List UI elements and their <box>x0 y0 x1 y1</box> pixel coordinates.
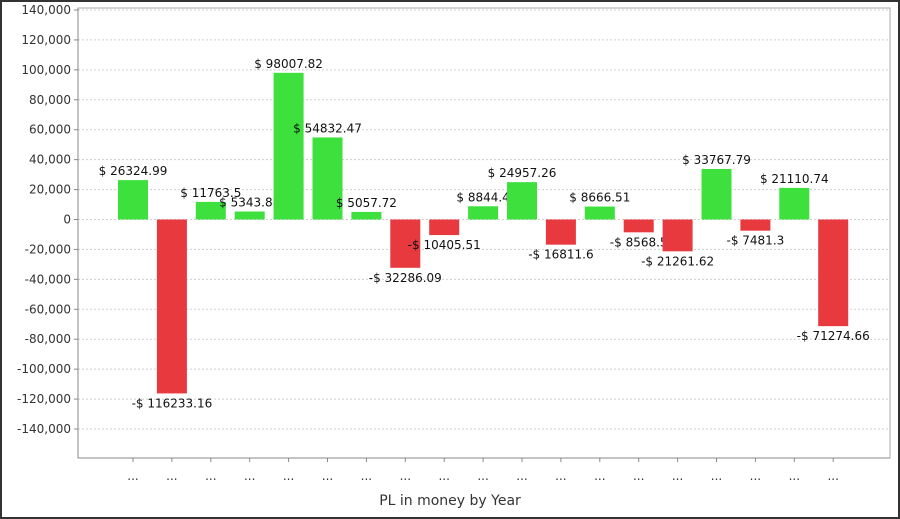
bar <box>584 206 615 220</box>
bar <box>545 219 576 245</box>
y-tick-label: 120,000 <box>21 33 71 47</box>
data-label: $ 5057.72 <box>336 196 397 210</box>
data-label: $ 8666.51 <box>569 191 630 205</box>
bar <box>312 137 343 220</box>
y-tick-label: 100,000 <box>21 63 71 77</box>
data-label: -$ 16811.6 <box>528 248 593 262</box>
x-tick-label: ... <box>555 469 566 483</box>
data-label: $ 98007.82 <box>254 57 323 71</box>
data-label: $ 21110.74 <box>760 172 829 186</box>
data-label: $ 26324.99 <box>99 164 168 178</box>
data-label: -$ 10405.51 <box>408 238 481 252</box>
x-tick-label: ... <box>633 469 644 483</box>
x-tick-label: ... <box>750 469 761 483</box>
bar <box>662 219 693 252</box>
x-tick-label: ... <box>166 469 177 483</box>
data-label: -$ 116233.16 <box>132 396 213 410</box>
x-tick-label: ... <box>205 469 216 483</box>
y-tick-label: -80,000 <box>25 332 71 346</box>
bar <box>740 219 771 231</box>
data-label: -$ 71274.66 <box>797 329 870 343</box>
bar <box>195 201 226 220</box>
y-tick-label: -40,000 <box>25 272 71 286</box>
y-tick-label: -100,000 <box>17 362 71 376</box>
y-tick-label: -60,000 <box>25 302 71 316</box>
y-tick-label: 20,000 <box>29 183 71 197</box>
x-tick-label: ... <box>283 469 294 483</box>
bar <box>429 219 460 236</box>
bar <box>701 168 732 220</box>
bar <box>351 211 382 220</box>
data-label: $ 33767.79 <box>682 153 751 167</box>
x-tick-label: ... <box>594 469 605 483</box>
bar <box>818 219 849 327</box>
y-tick-label: -20,000 <box>25 242 71 256</box>
data-label: -$ 8568.5 <box>610 235 668 249</box>
x-tick-label: ... <box>477 469 488 483</box>
x-tick-label: ... <box>438 469 449 483</box>
data-label: $ 24957.26 <box>488 166 557 180</box>
bar <box>623 219 654 233</box>
x-tick-label: ... <box>400 469 411 483</box>
x-tick-label: ... <box>322 469 333 483</box>
bar <box>390 219 421 268</box>
bar <box>156 219 187 394</box>
y-tick-label: 140,000 <box>21 3 71 17</box>
bar <box>779 187 810 220</box>
y-tick-label: -120,000 <box>17 392 71 406</box>
x-tick-label: ... <box>244 469 255 483</box>
x-tick-label: ... <box>827 469 838 483</box>
bar <box>273 72 304 220</box>
data-label: -$ 7481.3 <box>727 234 785 248</box>
data-label: -$ 21261.62 <box>641 254 714 268</box>
x-tick-label: ... <box>672 469 683 483</box>
x-tick-label: ... <box>516 469 527 483</box>
bar <box>468 206 499 220</box>
bar <box>507 182 537 220</box>
data-label: $ 54832.47 <box>293 121 362 135</box>
x-tick-label: ... <box>361 469 372 483</box>
data-label: -$ 32286.09 <box>369 271 442 285</box>
y-tick-label: 60,000 <box>29 123 71 137</box>
x-tick-label: ... <box>789 469 800 483</box>
x-tick-label: ... <box>127 469 138 483</box>
y-tick-label: 40,000 <box>29 153 71 167</box>
x-tick-label: ... <box>711 469 722 483</box>
data-label: $ 5343.88 <box>219 196 280 210</box>
y-tick-label: 80,000 <box>29 93 71 107</box>
bar <box>234 211 265 220</box>
bar <box>118 180 148 220</box>
x-axis-title: PL in money by Year <box>379 493 521 509</box>
y-tick-label: -140,000 <box>17 422 71 436</box>
plot-area <box>77 7 891 459</box>
y-tick-label: 0 <box>63 213 71 227</box>
data-label: $ 11763.5 <box>180 186 241 200</box>
data-label: $ 8844.4 <box>456 190 509 204</box>
